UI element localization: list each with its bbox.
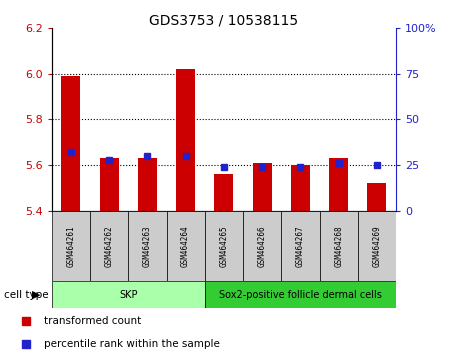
Text: cell type: cell type [4,290,49,300]
Text: GSM464268: GSM464268 [334,225,343,267]
Text: GSM464269: GSM464269 [373,225,382,267]
Bar [291,165,310,211]
Text: GSM464261: GSM464261 [67,225,76,267]
Text: GSM464262: GSM464262 [104,225,113,267]
Bar [205,211,243,281]
Bar [329,158,348,211]
Text: SKP: SKP [119,290,138,300]
Bar [90,211,128,281]
Text: transformed count: transformed count [44,316,141,326]
Bar [61,76,81,211]
Bar [138,158,157,211]
Text: GSM464265: GSM464265 [220,225,228,267]
Bar [52,211,90,281]
Bar [176,69,195,211]
Bar [243,211,281,281]
Bar [214,174,234,211]
Text: Sox2-positive follicle dermal cells: Sox2-positive follicle dermal cells [219,290,382,300]
Bar [367,183,387,211]
Bar [320,211,358,281]
Text: GSM464266: GSM464266 [257,225,266,267]
Text: GSM464263: GSM464263 [143,225,152,267]
Bar [281,211,320,281]
Bar [52,281,205,308]
Bar [205,281,396,308]
Bar [99,158,119,211]
Text: GSM464267: GSM464267 [296,225,305,267]
Bar [166,211,205,281]
Bar [252,163,272,211]
Title: GDS3753 / 10538115: GDS3753 / 10538115 [149,13,298,27]
Text: percentile rank within the sample: percentile rank within the sample [44,339,220,349]
Text: ▶: ▶ [32,290,41,300]
Text: GSM464264: GSM464264 [181,225,190,267]
Bar [128,211,166,281]
Bar [358,211,396,281]
